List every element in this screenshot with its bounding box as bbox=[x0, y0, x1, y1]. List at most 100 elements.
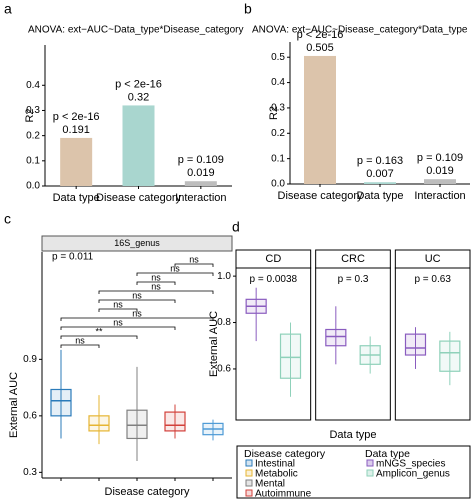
x-tick-label: Interaction bbox=[414, 190, 465, 202]
significance-label: ns bbox=[113, 299, 123, 309]
legend-title: Data type bbox=[365, 448, 410, 460]
panel-label: c bbox=[4, 211, 11, 227]
legend-label: Metabolic bbox=[255, 469, 298, 480]
x-tick-label: Disease category bbox=[278, 190, 363, 202]
box bbox=[88, 415, 110, 432]
facet-panel bbox=[315, 267, 391, 421]
bracket bbox=[60, 317, 214, 321]
bracket bbox=[136, 281, 176, 285]
facet-label: CRC bbox=[341, 253, 365, 265]
p-label: p = 0.109 bbox=[417, 152, 463, 164]
y-axis-label: R2 bbox=[268, 106, 280, 120]
significance-label: ns bbox=[170, 263, 180, 273]
facet-label: UC bbox=[425, 253, 441, 265]
box bbox=[279, 333, 302, 379]
box bbox=[439, 340, 461, 372]
significance-label: ** bbox=[95, 326, 103, 336]
legend-box bbox=[236, 445, 471, 499]
facet-panel bbox=[235, 267, 312, 421]
y-tick-label: 0.0 bbox=[26, 181, 40, 192]
p-label: p = 0.011 bbox=[52, 252, 94, 263]
bracket bbox=[60, 326, 176, 330]
p-label: p = 0.3 bbox=[338, 274, 369, 285]
y-tick-label: 0.5 bbox=[271, 52, 285, 63]
x-tick-label: Data type bbox=[53, 192, 100, 204]
legend-swatch bbox=[245, 489, 253, 497]
legend-label: Mental bbox=[255, 479, 285, 490]
significance-label: ns bbox=[151, 272, 161, 282]
legend-swatch bbox=[366, 459, 374, 467]
y-tick-label: 1.0 bbox=[217, 271, 231, 282]
x-axis-label: Data type bbox=[329, 429, 376, 441]
value-label: 0.32 bbox=[128, 91, 149, 103]
y-tick-label: 0.2 bbox=[26, 130, 40, 141]
strip-label: 16S_genus bbox=[114, 238, 160, 248]
y-tick-label: 0.3 bbox=[271, 103, 285, 114]
bar bbox=[364, 182, 396, 184]
y-tick-label: 0.1 bbox=[26, 155, 40, 166]
legend-title: Disease category bbox=[244, 448, 326, 460]
box bbox=[126, 409, 148, 440]
value-label: 0.019 bbox=[187, 167, 215, 179]
value-label: 0.191 bbox=[62, 124, 90, 136]
bracket bbox=[98, 299, 176, 303]
value-label: 0.007 bbox=[366, 168, 394, 180]
bar bbox=[122, 105, 155, 186]
y-tick-label: 0.4 bbox=[271, 77, 285, 88]
y-tick-label: 0.2 bbox=[271, 128, 285, 139]
x-tick-label: Interaction bbox=[175, 192, 226, 204]
p-label: p = 0.0038 bbox=[250, 274, 298, 285]
panel-label: a bbox=[4, 1, 12, 17]
bracket bbox=[60, 335, 138, 339]
bar bbox=[184, 181, 217, 186]
bracket bbox=[60, 344, 100, 348]
legend-label: Autoimmune bbox=[255, 489, 312, 500]
facet-label: CD bbox=[265, 253, 281, 265]
x-axis-label: Disease category bbox=[105, 486, 190, 498]
bracket bbox=[136, 272, 214, 276]
value-label: 0.019 bbox=[426, 165, 454, 177]
legend-label: Amplicon_genus bbox=[376, 469, 450, 480]
y-tick-label: 0.6 bbox=[217, 364, 231, 375]
box bbox=[404, 333, 427, 356]
bracket bbox=[98, 308, 138, 312]
y-tick-label: 0.6 bbox=[23, 410, 37, 421]
y-axis-label: External AUC bbox=[208, 311, 220, 377]
y-axis-label: R2 bbox=[24, 108, 36, 122]
bar bbox=[60, 137, 93, 186]
y-tick-label: 0.3 bbox=[26, 105, 40, 116]
y-axis-label: External AUC bbox=[8, 372, 20, 438]
significance-label: ns bbox=[132, 308, 142, 318]
legend-swatch bbox=[366, 469, 374, 477]
p-label: p < 2e-16 bbox=[53, 111, 100, 123]
legend-swatch bbox=[245, 469, 253, 477]
x-tick-label: Data type bbox=[356, 190, 403, 202]
chart-title: ANOVA: ext−AUC~Disease_category*Data_typ… bbox=[252, 25, 468, 36]
y-tick-label: 0.3 bbox=[23, 467, 37, 478]
legend-label: mNGS_species bbox=[376, 459, 445, 470]
chart-title: ANOVA: ext−AUC~Data_type*Disease_categor… bbox=[28, 25, 243, 36]
legend-swatch bbox=[245, 459, 253, 467]
legend-label: Intestinal bbox=[255, 459, 295, 470]
y-tick-label: 0.0 bbox=[271, 179, 285, 190]
box bbox=[325, 328, 347, 347]
legend-swatch bbox=[245, 479, 253, 487]
significance-label: ns bbox=[132, 290, 142, 300]
x-tick-label: Disease category bbox=[96, 192, 181, 204]
facet-panel bbox=[394, 267, 471, 421]
y-tick-label: 0.9 bbox=[23, 354, 37, 365]
significance-label: ns bbox=[189, 254, 199, 264]
y-tick-label: 0.8 bbox=[217, 317, 231, 328]
y-tick-label: 0.1 bbox=[271, 153, 285, 164]
bar bbox=[304, 55, 336, 185]
p-label: p < 2e-16 bbox=[115, 78, 162, 90]
bracket bbox=[174, 263, 214, 267]
panel-label: b bbox=[244, 1, 252, 17]
significance-label: ns bbox=[113, 317, 123, 327]
significance-label: ns bbox=[151, 281, 161, 291]
p-label: p = 0.109 bbox=[178, 154, 224, 166]
p-label: p = 0.163 bbox=[357, 155, 403, 167]
bracket bbox=[98, 290, 214, 294]
p-label: p = 0.63 bbox=[414, 274, 451, 285]
